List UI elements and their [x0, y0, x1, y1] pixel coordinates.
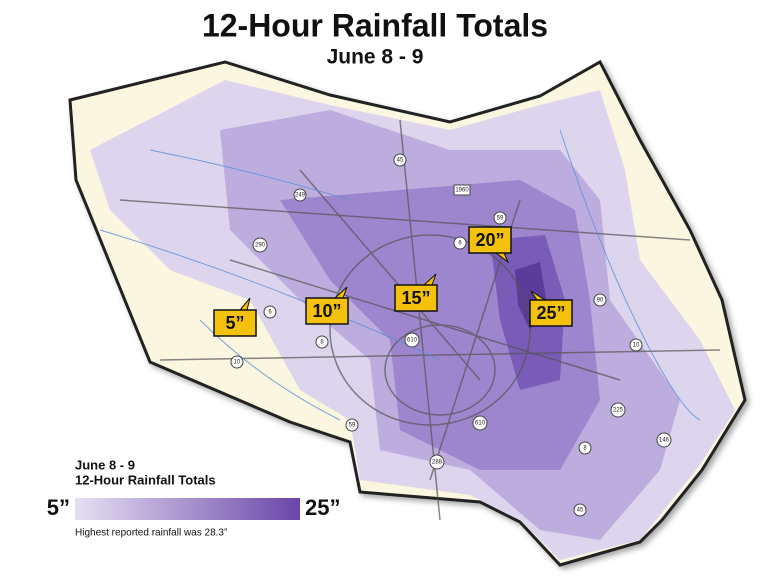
- shield-label: 10: [234, 360, 241, 366]
- rain-label: 20”: [475, 230, 504, 250]
- rain-label: 10”: [312, 301, 341, 321]
- shield-label: 249: [295, 193, 306, 199]
- shield-label: 6: [458, 241, 462, 247]
- legend-note: Highest reported rainfall was 28.3”: [75, 528, 227, 539]
- county: [68, 59, 747, 567]
- rain-label: 25”: [536, 303, 565, 323]
- shield-label: 45: [397, 158, 404, 164]
- rain-label: 15”: [401, 288, 430, 308]
- shield-label: 610: [407, 338, 418, 344]
- shield-label: 8: [320, 340, 324, 346]
- shield-label: 1960: [455, 188, 469, 194]
- shield-label: 225: [613, 408, 624, 414]
- shield-label: 610: [475, 421, 486, 427]
- shield-label: 59: [497, 216, 504, 222]
- legend-gradient: [75, 498, 300, 520]
- shield-label: 6: [268, 310, 272, 316]
- highway-shields: 45 249 1960 59 6 290 6 8 610 90 10 10 59…: [230, 153, 672, 517]
- legend-title: 12-Hour Rainfall Totals: [75, 472, 216, 487]
- legend-date: June 8 - 9: [75, 457, 135, 472]
- shield-label: 10: [633, 343, 640, 349]
- rain-label: 5”: [225, 313, 244, 333]
- title: 12-Hour Rainfall Totals: [202, 7, 548, 43]
- shield-label: 288: [432, 460, 443, 466]
- shield-label: 8: [583, 446, 587, 452]
- shield-label: 146: [659, 438, 670, 444]
- shield-label: 290: [255, 243, 266, 249]
- shield-label: 45: [577, 508, 584, 514]
- shield-label: 90: [597, 298, 604, 304]
- legend: June 8 - 9 12-Hour Rainfall Totals 5” 25…: [47, 457, 341, 538]
- rain-labels: 5” 10” 15” 20” 25”: [213, 226, 573, 337]
- subtitle: June 8 - 9: [327, 46, 424, 69]
- shield-label: 59: [349, 423, 356, 429]
- legend-min: 5”: [47, 495, 70, 520]
- legend-max: 25”: [305, 495, 340, 520]
